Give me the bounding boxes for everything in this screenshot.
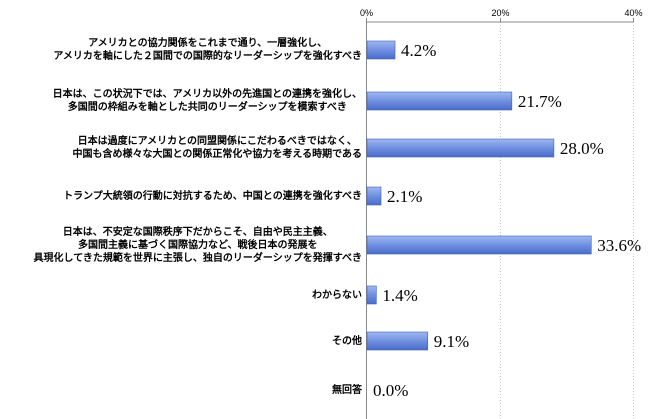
data-label: 2.1% xyxy=(387,187,422,206)
bar xyxy=(366,138,555,158)
bar xyxy=(366,40,396,60)
category-label: 日本は過度にアメリカとの同盟関係にこだわるべきではなく、 中国も含め様々な大国と… xyxy=(72,136,363,160)
category-label: 無回答 xyxy=(332,384,362,396)
category-label: アメリカとの協力関係をこれまで通り、一層強化し、 アメリカを軸にした２国間での国… xyxy=(53,38,362,62)
bar xyxy=(366,91,513,111)
bars xyxy=(366,40,592,351)
data-label: 21.7% xyxy=(518,92,562,111)
category-label: トランプ大統領の行動に対抗するため、中国との連携を強化すべき xyxy=(63,190,362,202)
data-label: 33.6% xyxy=(597,236,641,255)
data-label: 9.1% xyxy=(434,332,469,351)
category-label: 日本は、この状況下では、アメリカ以外の先進国との連携を強化し、 多国間の枠組みを… xyxy=(52,89,362,113)
x-tick-label: 40% xyxy=(624,8,642,18)
category-label: わからない xyxy=(312,289,362,301)
category-label: 日本は、不安定な国際秩序下だからこそ、自由や民主主義、 多国間主義に基づく国際協… xyxy=(33,226,363,264)
bar xyxy=(366,285,377,305)
bar xyxy=(366,186,382,206)
bar xyxy=(366,331,429,351)
x-tick-label: 0% xyxy=(360,8,373,18)
data-label: 4.2% xyxy=(401,41,436,60)
axes: 0% 20% 40% xyxy=(360,8,643,23)
grid xyxy=(366,22,634,419)
data-label: 0.0% xyxy=(373,381,408,400)
bar xyxy=(366,235,592,255)
category-label: その他 xyxy=(332,335,362,347)
data-label: 28.0% xyxy=(560,139,604,158)
x-tick-label: 20% xyxy=(491,8,509,18)
data-labels: 4.2% 21.7% 28.0% 2.1% 33.6% 1.4% 9.1% 0.0% xyxy=(373,41,641,400)
data-label: 1.4% xyxy=(382,286,417,305)
